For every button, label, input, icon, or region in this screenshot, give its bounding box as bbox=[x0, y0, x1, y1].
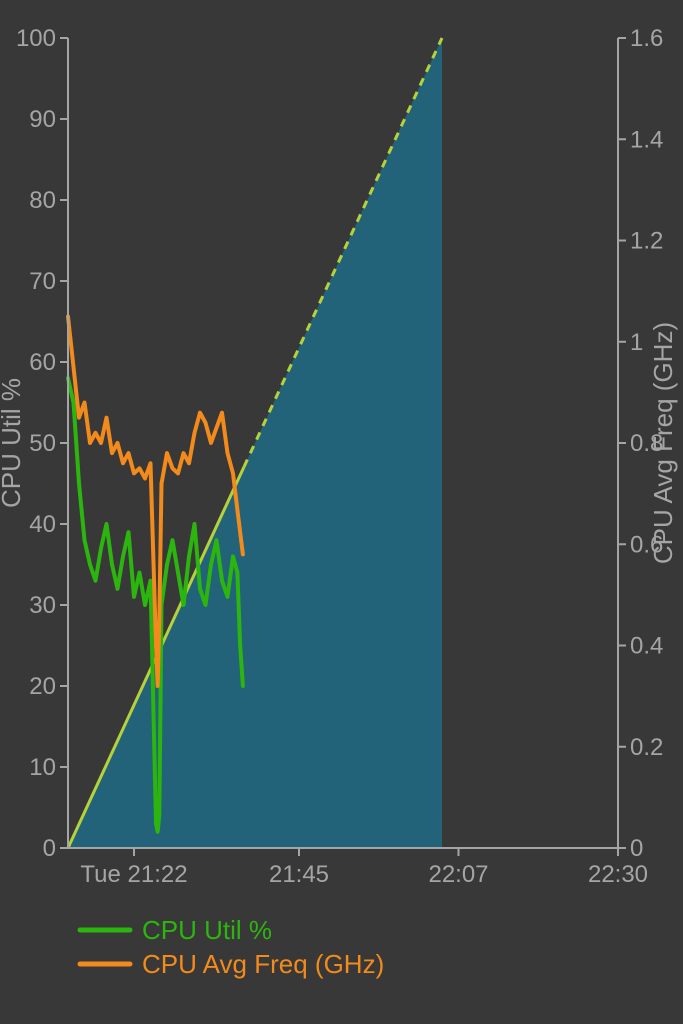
right-tick-label: 1.4 bbox=[630, 126, 663, 153]
right-axis-title: CPU Avg Freq (GHz) bbox=[648, 322, 678, 564]
right-tick-label: 1 bbox=[630, 329, 643, 356]
left-tick-label: 20 bbox=[29, 673, 56, 700]
left-tick-label: 60 bbox=[29, 349, 56, 376]
left-tick-label: 70 bbox=[29, 268, 56, 295]
left-tick-label: 100 bbox=[16, 25, 56, 52]
left-tick-label: 0 bbox=[43, 835, 56, 862]
right-tick-label: 0 bbox=[630, 835, 643, 862]
x-tick-label: Tue 21:22 bbox=[80, 861, 187, 888]
right-tick-label: 1.2 bbox=[630, 228, 663, 255]
legend-label: CPU Avg Freq (GHz) bbox=[142, 949, 384, 979]
cpu-chart: 010203040506070809010000.20.40.60.811.21… bbox=[0, 0, 683, 1024]
x-tick-label: 22:07 bbox=[428, 861, 488, 888]
x-tick-label: 22:30 bbox=[588, 861, 648, 888]
left-tick-label: 30 bbox=[29, 592, 56, 619]
right-tick-label: 0.2 bbox=[630, 734, 663, 761]
right-tick-label: 1.6 bbox=[630, 25, 663, 52]
legend-label: CPU Util % bbox=[142, 915, 272, 945]
left-tick-label: 10 bbox=[29, 754, 56, 781]
left-axis-title: CPU Util % bbox=[0, 378, 26, 508]
left-tick-label: 40 bbox=[29, 511, 56, 538]
right-tick-label: 0.4 bbox=[630, 633, 663, 660]
x-tick-label: 21:45 bbox=[269, 861, 329, 888]
left-tick-label: 50 bbox=[29, 430, 56, 457]
left-tick-label: 90 bbox=[29, 106, 56, 133]
left-tick-label: 80 bbox=[29, 187, 56, 214]
